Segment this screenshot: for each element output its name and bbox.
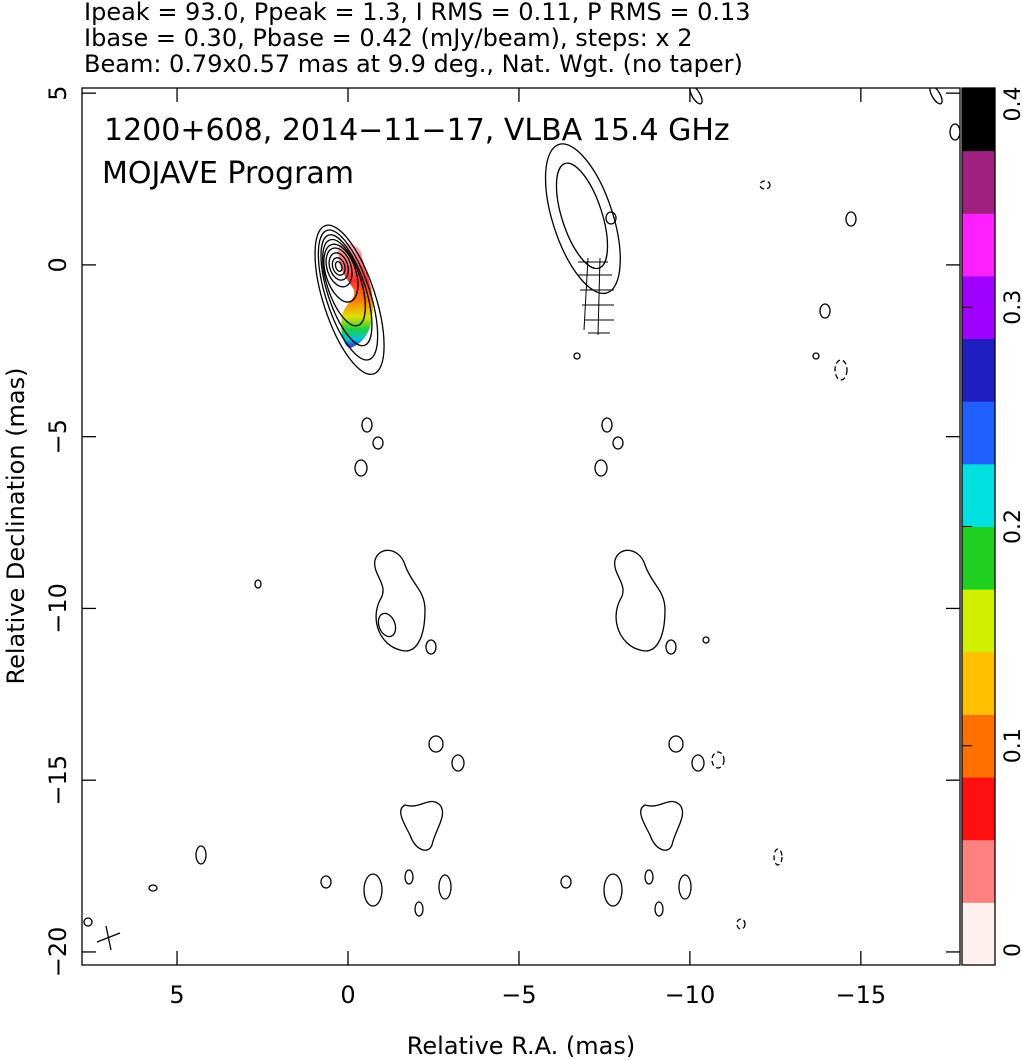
y-axis-label: Relative Declination (mas) <box>2 367 30 684</box>
colorbar-swatch <box>962 839 995 903</box>
x-tick-label: 5 <box>169 981 184 1009</box>
colorbar-swatch <box>962 338 995 402</box>
annotation: 1200+608, 2014−11−17, VLBA 15.4 GHz <box>104 113 730 148</box>
annotation: MOJAVE Program <box>102 156 354 191</box>
y-tick-label: 0 <box>44 257 72 272</box>
colorbar-tick-label: 0 <box>1001 943 1022 957</box>
x-tick-label: −10 <box>665 981 716 1009</box>
colorbar-swatch <box>962 589 995 653</box>
y-tick-label: −5 <box>44 419 72 454</box>
colorbar: 0 0.1 0.2 0.3 0.4 <box>961 87 1022 966</box>
header: Ipeak = 93.0, Ppeak = 1.3, I RMS = 0.11,… <box>84 0 751 78</box>
colorbar-swatch <box>962 401 995 465</box>
colorbar-swatch <box>962 213 995 277</box>
beam <box>96 925 121 951</box>
header-line: Beam: 0.79x0.57 mas at 9.9 deg., Nat. Wg… <box>84 50 743 78</box>
colorbar-swatch <box>962 526 995 590</box>
y-tick-label: −20 <box>44 927 72 978</box>
contours <box>83 88 960 951</box>
colorbar-tick-label: 0.2 <box>1001 509 1022 544</box>
y-tick-label: 5 <box>44 86 72 101</box>
y-tick-label: −10 <box>44 583 72 634</box>
colorbar-tick-label: 0.4 <box>1001 87 1022 122</box>
colorbar-swatch <box>962 777 995 841</box>
header-line: Ibase = 0.30, Pbase = 0.42 (mJy/beam), s… <box>84 24 693 52</box>
x-axis-label: Relative R.A. (mas) <box>407 1032 635 1060</box>
header-line: Ipeak = 93.0, Ppeak = 1.3, I RMS = 0.11,… <box>84 0 751 26</box>
colorbar-swatch <box>962 651 995 715</box>
plot-frame <box>81 87 961 966</box>
y-tick-label: −15 <box>44 755 72 806</box>
x-tick-label: −15 <box>836 981 887 1009</box>
colorbar-tick-label: 0.1 <box>1001 728 1022 763</box>
colorbar-swatch <box>962 463 995 527</box>
x-tick-label: 0 <box>340 981 355 1009</box>
colorbar-swatch <box>962 902 995 966</box>
colorbar-swatch <box>962 150 995 214</box>
x-tick-label: −5 <box>501 981 536 1009</box>
colorbar-tick-label: 0.3 <box>1001 290 1022 325</box>
colorbar-swatch <box>962 88 995 152</box>
